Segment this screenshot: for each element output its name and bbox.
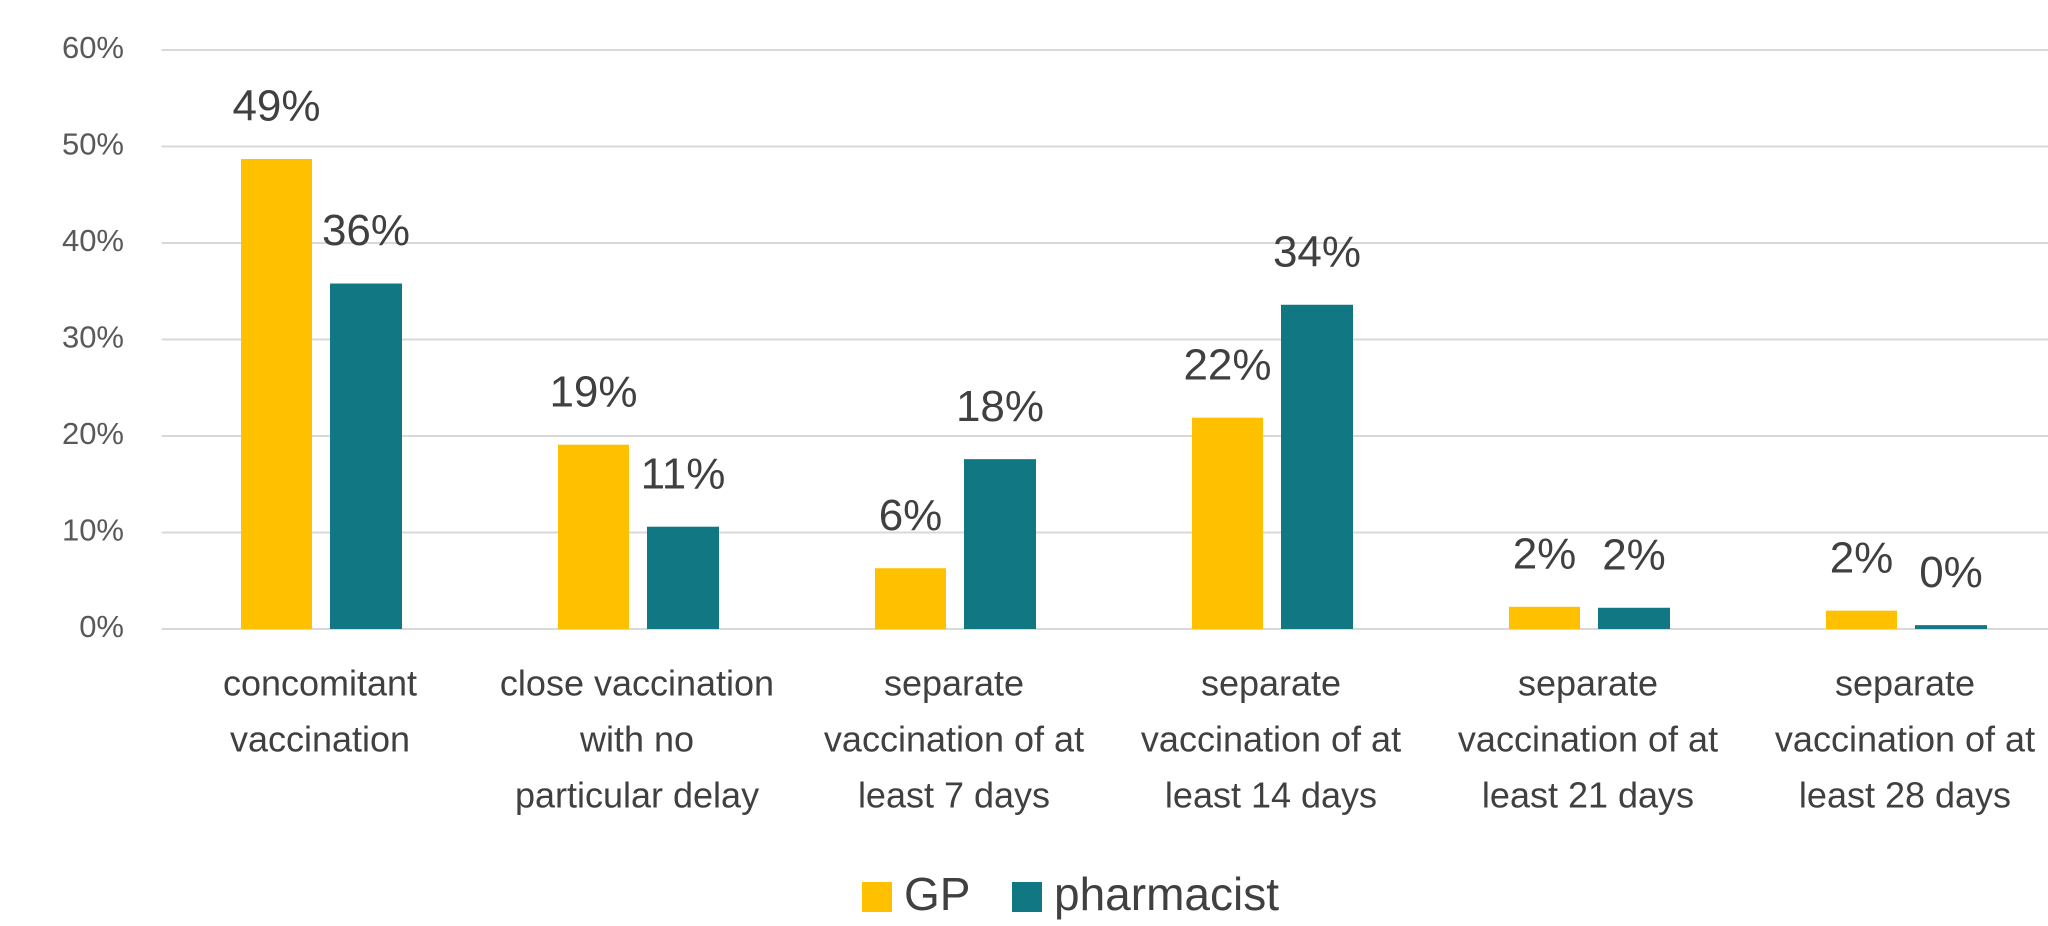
y-tick-label: 50%: [62, 127, 124, 162]
bar: [1281, 304, 1353, 629]
data-label: 22%: [1183, 340, 1271, 389]
x-tick-label: vaccination: [230, 719, 410, 760]
x-tick-label: close vaccination: [500, 663, 774, 704]
x-tick-label: least 7 days: [858, 775, 1050, 816]
bar: [964, 459, 1036, 629]
y-tick-label: 40%: [62, 223, 124, 258]
x-tick-label: least 21 days: [1482, 775, 1694, 816]
data-label: 2%: [1602, 530, 1666, 579]
bar: [1915, 625, 1987, 629]
y-tick-label: 0%: [79, 609, 124, 644]
data-label: 49%: [232, 82, 320, 131]
bar: [330, 283, 402, 629]
y-tick-label: 30%: [62, 320, 124, 355]
bar: [647, 526, 719, 629]
x-tick-label: with no: [579, 719, 694, 760]
x-tick-label: vaccination of at: [1141, 719, 1401, 760]
x-tick-label: separate: [1518, 663, 1658, 704]
y-tick-label: 10%: [62, 513, 124, 548]
bar: [1826, 610, 1897, 629]
data-label: 34%: [1273, 227, 1361, 276]
data-label: 2%: [1513, 529, 1577, 578]
x-tick-label: separate: [1201, 663, 1341, 704]
legend-label: GP: [904, 868, 970, 920]
bar: [558, 444, 629, 629]
bar: [241, 159, 312, 630]
data-label: 2%: [1830, 533, 1894, 582]
y-tick-label: 60%: [62, 30, 124, 65]
data-label: 18%: [956, 382, 1044, 431]
bar: [1598, 607, 1670, 629]
legend-swatch: [862, 882, 892, 912]
legend-label: pharmacist: [1054, 868, 1279, 920]
bar: [1192, 417, 1263, 629]
data-label: 36%: [322, 206, 410, 255]
data-label: 0%: [1919, 548, 1983, 597]
x-tick-label: least 14 days: [1165, 775, 1377, 816]
x-tick-label: vaccination of at: [1775, 719, 2035, 760]
y-tick-label: 20%: [62, 416, 124, 451]
x-tick-label: least 28 days: [1799, 775, 2011, 816]
legend-swatch: [1012, 882, 1042, 912]
x-tick-label: particular delay: [515, 775, 759, 816]
data-label: 11%: [641, 449, 726, 498]
bar: [1509, 606, 1580, 629]
bar: [875, 568, 946, 629]
x-tick-label: separate: [1835, 663, 1975, 704]
data-label: 19%: [549, 367, 637, 416]
data-label: 6%: [879, 491, 943, 540]
x-tick-label: vaccination of at: [824, 719, 1084, 760]
x-tick-label: concomitant: [223, 663, 417, 704]
x-tick-label: vaccination of at: [1458, 719, 1718, 760]
x-tick-label: separate: [884, 663, 1024, 704]
